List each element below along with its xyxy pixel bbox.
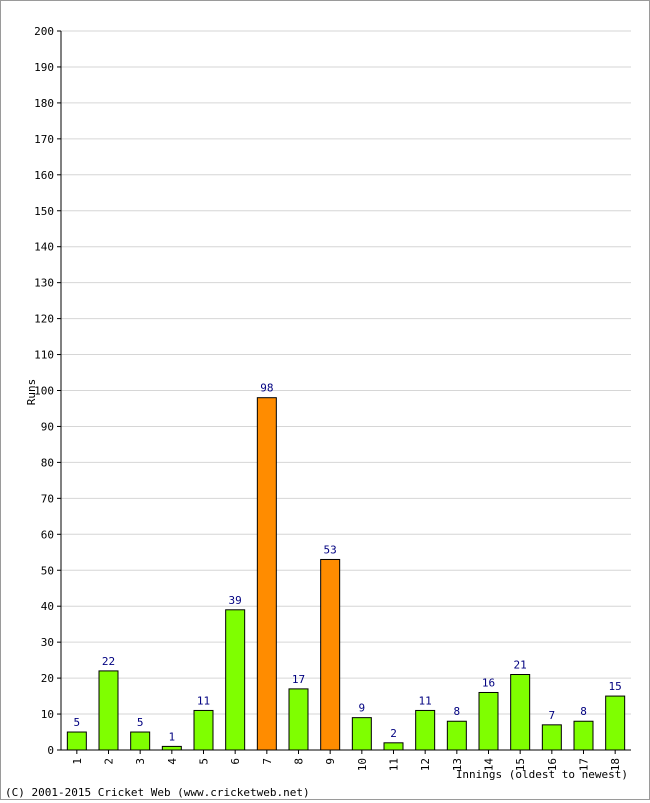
x-tick-label: 6 xyxy=(229,758,242,765)
bar-value-label: 15 xyxy=(609,680,622,693)
bar-value-label: 17 xyxy=(292,673,305,686)
bar-value-label: 39 xyxy=(229,594,242,607)
bar xyxy=(541,724,562,751)
bar-value-label: 8 xyxy=(454,705,461,718)
bars xyxy=(66,397,626,751)
x-tick-label: 3 xyxy=(134,758,147,765)
x-tick-label: 13 xyxy=(451,758,464,771)
x-tick-label: 9 xyxy=(324,758,337,765)
bar xyxy=(605,695,626,751)
bar-value-label: 8 xyxy=(580,705,587,718)
x-tick-label: 1 xyxy=(71,758,84,765)
bar-value-label: 1 xyxy=(169,730,176,743)
x-tick-label: 16 xyxy=(546,758,559,771)
y-tick-label: 0 xyxy=(47,744,54,757)
x-axis-ticks: 1 2 3 4 5 6 7 8 9 10 11 12 13 14 15 16 17 18 xyxy=(71,750,622,771)
y-tick-label: 90 xyxy=(41,420,54,433)
bar-value-label: 11 xyxy=(197,694,210,707)
y-tick-label: 70 xyxy=(41,492,54,505)
y-tick-label: 160 xyxy=(34,169,54,182)
bar xyxy=(415,709,436,751)
bar xyxy=(66,731,87,751)
bar-value-label: 2 xyxy=(390,727,397,740)
bar-value-label: 5 xyxy=(74,716,81,729)
y-tick-label: 140 xyxy=(34,241,54,254)
bar xyxy=(98,670,119,751)
bar xyxy=(383,742,404,751)
x-tick-label: 15 xyxy=(514,758,527,771)
y-tick-label: 190 xyxy=(34,61,54,74)
y-tick-label: 60 xyxy=(41,528,54,541)
bar xyxy=(256,397,277,751)
y-tick-label: 200 xyxy=(34,25,54,38)
bar-value-label: 98 xyxy=(260,382,273,395)
bar xyxy=(161,745,182,751)
y-axis-ticks: 0 10 20 30 40 50 60 70 80 90 100 110 120 130 140 150 160… xyxy=(34,25,61,757)
bar-value-label: 21 xyxy=(514,659,527,672)
bar xyxy=(510,674,531,751)
bar xyxy=(351,717,372,751)
copyright-text: (C) 2001-2015 Cricket Web (www.cricketwe… xyxy=(5,786,310,799)
y-tick-label: 80 xyxy=(41,456,54,469)
bar xyxy=(130,731,151,751)
bar xyxy=(446,720,467,751)
bar-value-label: 16 xyxy=(482,676,495,689)
x-tick-label: 4 xyxy=(166,758,179,765)
y-tick-label: 40 xyxy=(41,600,54,613)
y-tick-label: 180 xyxy=(34,97,54,110)
bar xyxy=(573,720,594,751)
x-tick-label: 18 xyxy=(609,758,622,771)
bar xyxy=(288,688,309,751)
x-axis-label: Innings (oldest to newest) xyxy=(456,768,628,781)
y-tick-label: 30 xyxy=(41,636,54,649)
y-tick-label: 20 xyxy=(41,672,54,685)
x-tick-label: 12 xyxy=(419,758,432,771)
x-tick-label: 14 xyxy=(483,758,496,772)
x-tick-label: 2 xyxy=(103,758,116,765)
bar-value-label: 5 xyxy=(137,716,144,729)
x-tick-label: 7 xyxy=(261,758,274,765)
y-tick-label: 120 xyxy=(34,313,54,326)
x-tick-label: 11 xyxy=(388,758,401,771)
y-tick-label: 10 xyxy=(41,708,54,721)
y-tick-label: 110 xyxy=(34,349,54,362)
bar-value-label: 11 xyxy=(419,694,432,707)
x-tick-label: 5 xyxy=(198,758,211,765)
x-tick-label: 8 xyxy=(293,758,306,765)
x-tick-label: 17 xyxy=(578,758,591,771)
bar-value-label: 7 xyxy=(549,709,556,722)
bar xyxy=(478,691,499,751)
x-tick-label: 10 xyxy=(356,758,369,771)
y-tick-label: 150 xyxy=(34,205,54,218)
y-tick-label: 50 xyxy=(41,564,54,577)
bar xyxy=(193,709,214,751)
y-tick-label: 130 xyxy=(34,277,54,290)
y-tick-label: 170 xyxy=(34,133,54,146)
bar-value-label: 9 xyxy=(359,702,366,715)
grid-lines xyxy=(61,30,631,715)
y-axis-label: Runs xyxy=(25,379,38,406)
bar-value-label: 22 xyxy=(102,655,115,668)
bar xyxy=(225,609,246,751)
y-tick-label: 100 xyxy=(34,385,54,398)
bar-value-label: 53 xyxy=(324,543,337,556)
bar xyxy=(320,558,341,751)
